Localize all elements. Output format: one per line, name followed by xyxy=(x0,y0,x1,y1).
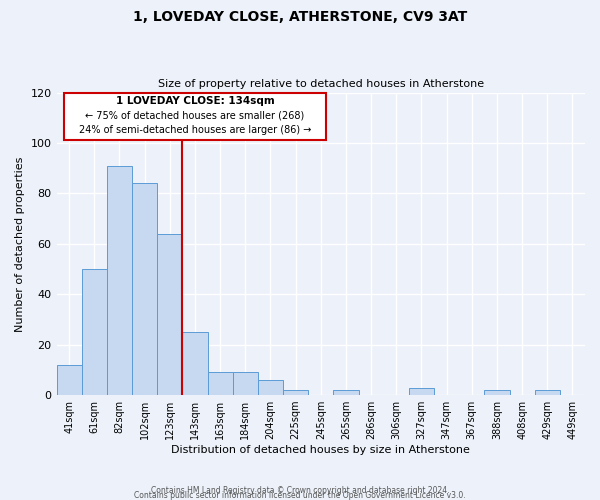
Y-axis label: Number of detached properties: Number of detached properties xyxy=(15,156,25,332)
Bar xyxy=(258,380,283,395)
FancyBboxPatch shape xyxy=(64,92,326,140)
Text: Contains public sector information licensed under the Open Government Licence v3: Contains public sector information licen… xyxy=(134,490,466,500)
X-axis label: Distribution of detached houses by size in Atherstone: Distribution of detached houses by size … xyxy=(172,445,470,455)
Bar xyxy=(107,166,132,395)
Bar xyxy=(56,365,82,395)
Bar xyxy=(334,390,359,395)
Bar xyxy=(132,184,157,395)
Text: ← 75% of detached houses are smaller (268): ← 75% of detached houses are smaller (26… xyxy=(85,110,305,120)
Bar xyxy=(409,388,434,395)
Bar xyxy=(208,372,233,395)
Bar xyxy=(484,390,509,395)
Text: 1 LOVEDAY CLOSE: 134sqm: 1 LOVEDAY CLOSE: 134sqm xyxy=(116,96,274,106)
Bar xyxy=(157,234,182,395)
Text: 1, LOVEDAY CLOSE, ATHERSTONE, CV9 3AT: 1, LOVEDAY CLOSE, ATHERSTONE, CV9 3AT xyxy=(133,10,467,24)
Bar xyxy=(82,269,107,395)
Bar xyxy=(535,390,560,395)
Title: Size of property relative to detached houses in Atherstone: Size of property relative to detached ho… xyxy=(158,79,484,89)
Bar xyxy=(233,372,258,395)
Bar xyxy=(182,332,208,395)
Bar xyxy=(283,390,308,395)
Text: 24% of semi-detached houses are larger (86) →: 24% of semi-detached houses are larger (… xyxy=(79,126,311,136)
Text: Contains HM Land Registry data © Crown copyright and database right 2024.: Contains HM Land Registry data © Crown c… xyxy=(151,486,449,495)
